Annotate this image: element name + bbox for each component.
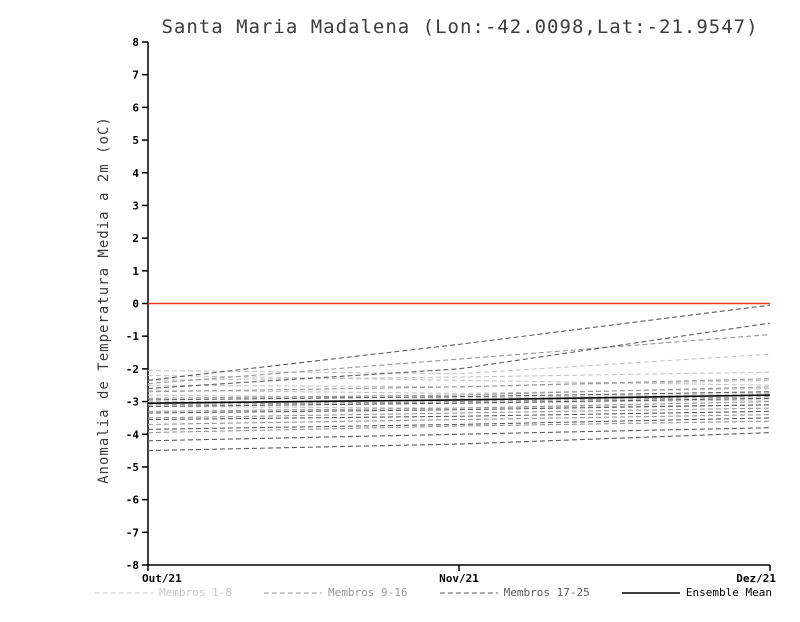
y-tick-label: -4	[126, 428, 140, 441]
member-line	[147, 420, 771, 434]
member-line	[147, 304, 771, 381]
y-tick-label: 7	[132, 69, 139, 82]
y-tick-label: 5	[132, 134, 139, 147]
member-line	[147, 417, 771, 430]
legend-item: Membros 1-8	[95, 586, 232, 599]
x-tick-label: Dez/21	[736, 572, 776, 585]
member-line	[147, 410, 771, 421]
legend-line-swatch	[439, 591, 498, 594]
legend-label: Membros 1-8	[159, 586, 232, 599]
y-tick-label: -5	[126, 461, 139, 474]
chart-title: Santa Maria Madalena (Lon:-42.0098,Lat:-…	[161, 16, 759, 38]
member-line	[147, 432, 771, 452]
legend-label: Ensemble Mean	[685, 586, 772, 599]
legend-label: Membros 17-25	[503, 586, 590, 599]
y-tick-label: 0	[132, 298, 139, 311]
y-tick-label: -8	[126, 559, 139, 572]
legend: Membros 1-8 Membros 9-16 Membros 17-25 Ense…	[95, 586, 772, 599]
y-tick-label: 1	[132, 265, 139, 278]
y-tick-label: -2	[126, 363, 139, 376]
legend-item: Membros 9-16	[264, 586, 408, 599]
member-line	[147, 404, 771, 414]
y-tick-label: 4	[132, 167, 139, 180]
member-line	[147, 322, 771, 390]
x-tick-label: Nov/21	[439, 572, 479, 585]
member-line	[147, 427, 771, 442]
x-tick-label: Out/21	[142, 572, 182, 585]
legend-line-swatch	[621, 591, 680, 594]
y-tick-label: 2	[132, 232, 139, 245]
legend-item: Membros 17-25	[439, 586, 590, 599]
legend-item: Ensemble Mean	[621, 586, 772, 599]
y-tick-label: -6	[126, 494, 140, 507]
member-line	[147, 334, 771, 385]
legend-label: Membros 9-16	[328, 586, 408, 599]
y-tick-label: -1	[126, 330, 140, 343]
ensemble-mean-line	[147, 394, 771, 404]
y-axis-label: Anomalia de Temperatura Media a 2m (oC)	[96, 116, 112, 484]
y-tick-label: 3	[132, 199, 139, 212]
legend-line-swatch	[264, 591, 323, 594]
member-line	[147, 374, 771, 386]
y-tick-label: 6	[132, 101, 139, 114]
legend-line-swatch	[95, 591, 153, 594]
y-tick-label: -3	[126, 396, 139, 409]
y-tick-label: 8	[132, 36, 139, 49]
member-line	[147, 353, 771, 375]
member-line	[147, 371, 771, 381]
y-tick-label: -7	[126, 526, 139, 539]
